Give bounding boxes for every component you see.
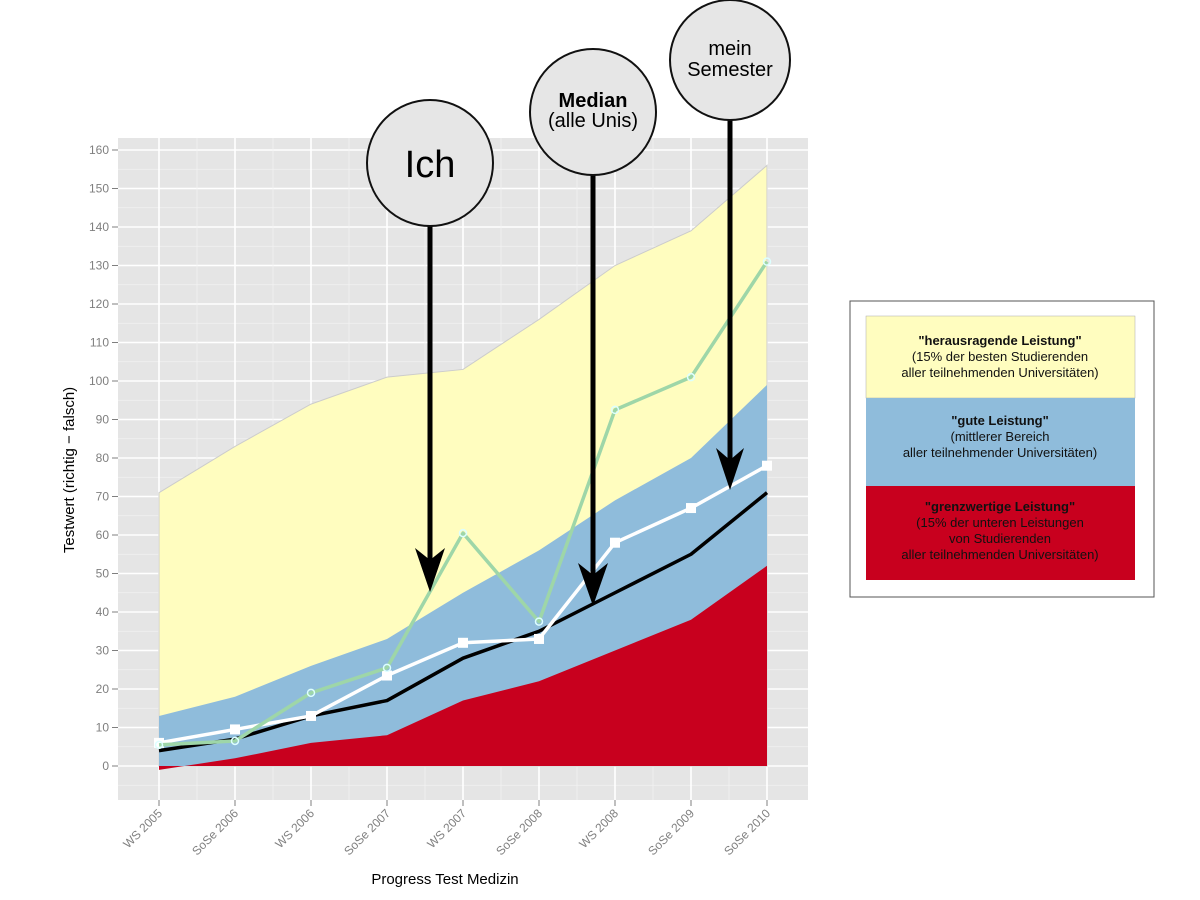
y-ticks: 0 10 20 30 40 50 60 70 80 90 100 110 120 130 140 150 160 bbox=[89, 143, 118, 773]
x-tick-label: SoSe 2007 bbox=[341, 806, 393, 858]
data-point bbox=[762, 460, 772, 471]
y-tick-label: 60 bbox=[96, 528, 110, 542]
svg-text:"gute Leistung": "gute Leistung" bbox=[951, 413, 1049, 428]
x-tick-label: SoSe 2006 bbox=[189, 806, 241, 858]
x-tick-label: SoSe 2009 bbox=[645, 806, 697, 858]
series-line-0 bbox=[158, 491, 769, 753]
y-tick-label: 10 bbox=[96, 721, 110, 735]
svg-text:(15% der unteren Leistungen: (15% der unteren Leistungen bbox=[916, 515, 1084, 530]
data-point bbox=[306, 710, 316, 721]
arrow-head-icon bbox=[716, 448, 744, 490]
data-point bbox=[230, 736, 240, 746]
svg-text:"herausragende Leistung": "herausragende Leistung" bbox=[918, 333, 1081, 348]
svg-text:(alle Unis): (alle Unis) bbox=[548, 110, 638, 132]
data-point bbox=[382, 670, 392, 681]
svg-text:"grenzwertige Leistung": "grenzwertige Leistung" bbox=[925, 499, 1075, 514]
svg-text:(15% der besten Studierenden: (15% der besten Studierenden bbox=[912, 349, 1088, 364]
x-tick-label: SoSe 2010 bbox=[721, 806, 773, 858]
arrow-head-icon bbox=[415, 548, 445, 592]
y-tick-label: 30 bbox=[96, 644, 110, 658]
data-point bbox=[610, 405, 620, 415]
data-point bbox=[154, 740, 164, 750]
series-line-2 bbox=[158, 260, 769, 747]
y-tick-label: 70 bbox=[96, 490, 110, 504]
svg-text:von Studierenden: von Studierenden bbox=[949, 531, 1051, 546]
data-point bbox=[382, 663, 392, 673]
x-tick-label: WS 2005 bbox=[120, 806, 165, 851]
svg-text:Median: Median bbox=[559, 90, 628, 112]
y-tick-label: 80 bbox=[96, 451, 110, 465]
legend-item-gut: "gute Leistung" (mittlerer Bereich aller… bbox=[866, 398, 1135, 486]
y-tick-label: 160 bbox=[89, 143, 109, 157]
bands bbox=[158, 164, 768, 770]
y-tick-label: 50 bbox=[96, 567, 110, 581]
data-point bbox=[230, 724, 240, 735]
annotation-mein-semester: mein Semester bbox=[669, 0, 791, 490]
data-point bbox=[534, 617, 544, 626]
band-2 bbox=[159, 565, 767, 770]
data-point bbox=[686, 503, 696, 514]
series-lines bbox=[154, 257, 772, 753]
svg-text:Ich: Ich bbox=[405, 144, 456, 186]
y-tick-label: 100 bbox=[89, 374, 109, 388]
y-tick-label: 150 bbox=[89, 182, 109, 196]
x-axis-label: Progress Test Medizin bbox=[371, 871, 518, 888]
x-tick-label: WS 2008 bbox=[576, 806, 621, 851]
y-tick-label: 0 bbox=[102, 759, 109, 773]
data-point bbox=[458, 637, 468, 648]
y-tick-label: 20 bbox=[96, 682, 110, 696]
data-point bbox=[762, 257, 772, 266]
svg-text:aller teilnehmenden Universitä: aller teilnehmenden Universitäten) bbox=[901, 365, 1098, 380]
data-point bbox=[458, 528, 468, 538]
arrow-head-icon bbox=[578, 563, 608, 606]
annotation-median: Median (alle Unis) bbox=[529, 48, 657, 606]
legend: "herausragende Leistung" (15% der besten… bbox=[849, 300, 1155, 598]
y-tick-label: 140 bbox=[89, 220, 109, 234]
y-tick-label: 120 bbox=[89, 297, 109, 311]
svg-text:aller teilnehmender Universitä: aller teilnehmender Universitäten) bbox=[903, 445, 1097, 460]
data-point bbox=[154, 737, 164, 748]
x-tick-label: WS 2007 bbox=[424, 806, 469, 851]
legend-item-herausragend: "herausragende Leistung" (15% der besten… bbox=[865, 315, 1136, 399]
data-point bbox=[610, 537, 620, 548]
y-axis-label: Testwert (richtig − falsch) bbox=[61, 387, 78, 553]
data-point bbox=[306, 688, 316, 698]
data-point bbox=[686, 372, 696, 382]
svg-text:mein: mein bbox=[708, 38, 751, 60]
x-tick-label: WS 2006 bbox=[272, 806, 317, 851]
annotation-ich: Ich bbox=[366, 99, 494, 592]
svg-text:Semester: Semester bbox=[687, 59, 773, 81]
svg-text:aller teilnehmenden Universitä: aller teilnehmenden Universitäten) bbox=[901, 547, 1098, 562]
legend-item-grenzwertig: "grenzwertige Leistung" (15% der unteren… bbox=[866, 486, 1135, 580]
data-point bbox=[534, 633, 544, 644]
x-ticks: WS 2005 SoSe 2006 WS 2006 SoSe 2007 WS 2007 S… bbox=[120, 800, 773, 858]
x-tick-label: SoSe 2008 bbox=[493, 806, 545, 858]
y-tick-label: 90 bbox=[96, 413, 110, 427]
y-tick-label: 110 bbox=[90, 336, 109, 350]
y-tick-label: 130 bbox=[89, 259, 109, 273]
svg-text:(mittlerer Bereich: (mittlerer Bereich bbox=[951, 429, 1050, 444]
y-tick-label: 40 bbox=[96, 605, 110, 619]
